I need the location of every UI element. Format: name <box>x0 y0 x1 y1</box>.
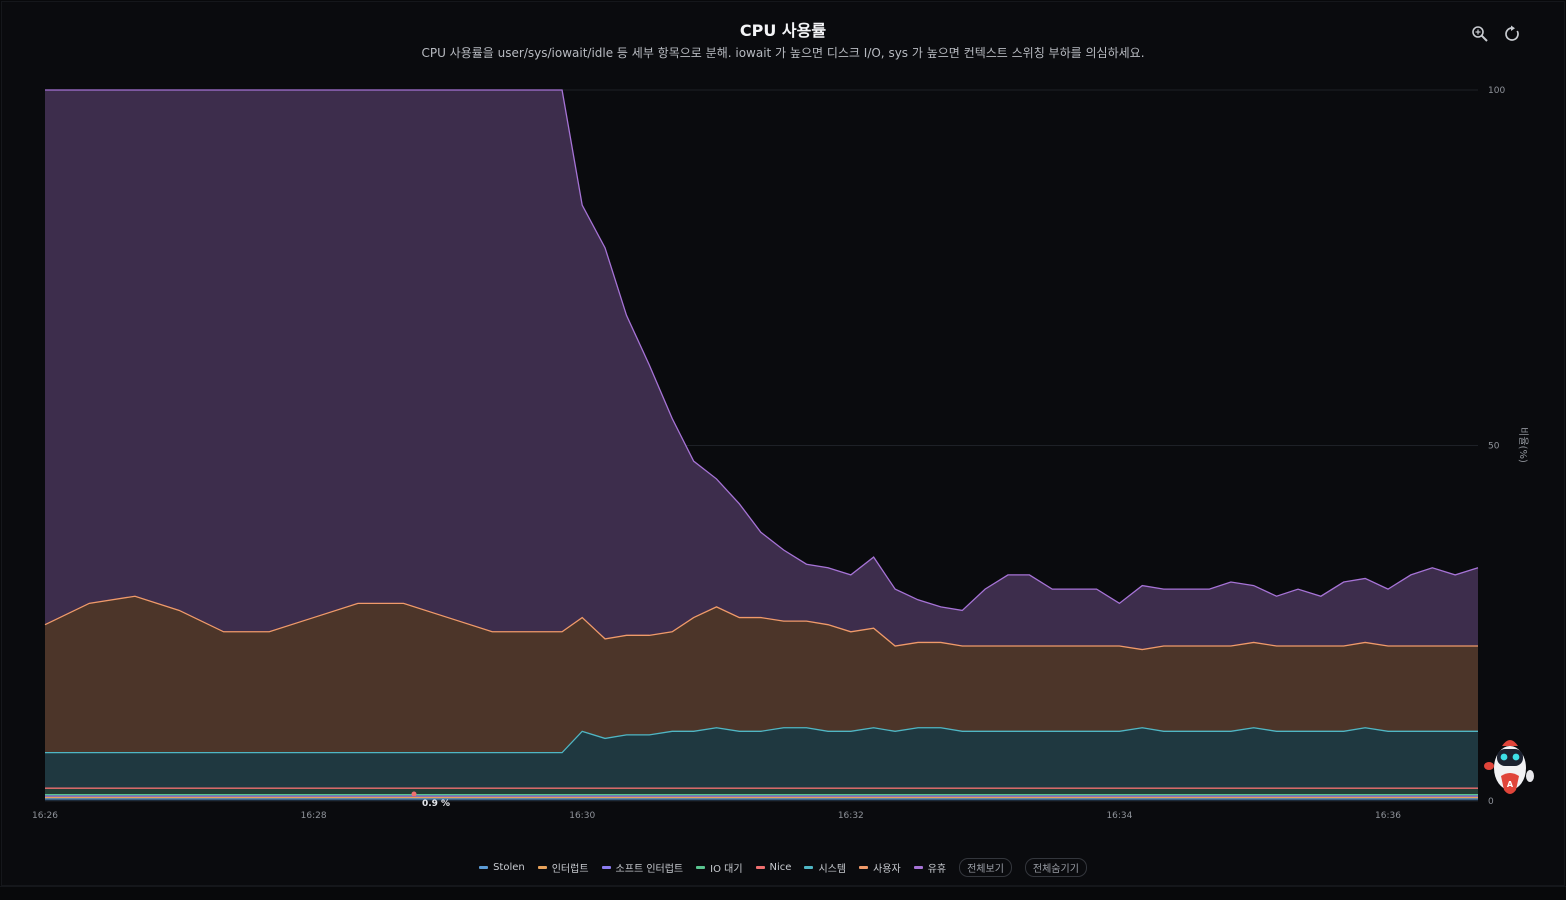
reset-icon[interactable] <box>1503 25 1521 43</box>
legend-label-softirq: 소프트 인터럽트 <box>615 864 684 875</box>
legend-item-softirq[interactable]: 소프트 인터럽트 <box>601 860 684 875</box>
area-4 <box>45 788 1478 795</box>
series-line-5 <box>45 727 1478 754</box>
legend-swatch-stolen <box>479 866 489 869</box>
x-tick-label: 16:30 <box>569 811 595 821</box>
legend-swatch-system <box>804 866 814 869</box>
hover-marker: 0.9 % <box>411 791 450 809</box>
bottom-divider <box>0 886 1566 887</box>
series-line-7 <box>45 89 1479 612</box>
hide-all-button[interactable]: 전체숨기기 <box>1024 858 1087 877</box>
svg-text:A: A <box>1507 780 1514 789</box>
y-tick-label: 0 <box>1488 797 1494 807</box>
legend-item-interrupt[interactable]: 인터럽트 <box>537 860 589 875</box>
y-tick-label: 100 <box>1488 86 1505 96</box>
area-5 <box>45 727 1478 789</box>
y-tick-label: 50 <box>1488 442 1500 452</box>
chart-title: CPU 사용률 <box>739 21 827 40</box>
hover-value-label: 0.9 % <box>422 799 450 809</box>
assistant-mascot-icon[interactable]: A <box>1480 732 1538 804</box>
x-tick-label: 16:36 <box>1375 811 1401 821</box>
legend-swatch-softirq <box>601 866 611 869</box>
legend-label-nice: Nice <box>769 862 792 873</box>
legend-label-stolen: Stolen <box>493 862 525 873</box>
legend-swatch-iowait <box>696 866 706 869</box>
legend-item-idle[interactable]: 유휴 <box>913 860 947 875</box>
show-all-button[interactable]: 전체보기 <box>959 858 1012 877</box>
legend-swatch-idle <box>913 866 923 869</box>
chart-subtitle: CPU 사용률을 user/sys/iowait/idle 등 세부 항목으로 … <box>421 46 1145 60</box>
area-6 <box>45 596 1478 753</box>
legend-label-interrupt: 인터럽트 <box>551 864 589 875</box>
legend-item-user[interactable]: 사용자 <box>859 860 901 875</box>
area-7 <box>45 90 1478 650</box>
series-line-6 <box>44 595 1478 651</box>
legend-label-user: 사용자 <box>873 864 901 875</box>
legend-item-system[interactable]: 시스템 <box>804 860 846 875</box>
x-tick-label: 16:28 <box>301 811 327 821</box>
x-tick-label: 16:34 <box>1106 811 1132 821</box>
series-lines <box>44 89 1479 800</box>
zoom-icon[interactable] <box>1471 25 1489 43</box>
legend-swatch-interrupt <box>537 866 547 869</box>
legend-item-nice[interactable]: Nice <box>755 862 792 873</box>
legend-item-stolen[interactable]: Stolen <box>479 862 525 873</box>
legend-label-idle: 유휴 <box>927 864 947 875</box>
y-axis-label: 비율(%) <box>1517 427 1529 463</box>
x-axis-ticks: 16:26 16:28 16:30 16:32 16:34 16:36 <box>32 811 1401 821</box>
legend-swatch-nice <box>755 866 765 869</box>
legend-label-system: 시스템 <box>818 864 847 875</box>
legend-item-iowait[interactable]: IO 대기 <box>696 860 743 875</box>
legend-swatch-user <box>859 866 869 869</box>
legend-label-iowait: IO 대기 <box>710 864 743 875</box>
x-tick-label: 16:32 <box>838 811 864 821</box>
y-axis-ticks: 0 50 100 <box>1488 86 1505 807</box>
legend: Stolen 인터럽트 소프트 인터럽트 IO 대기 Nice 시스템 사용자 … <box>0 858 1566 877</box>
x-tick-label: 16:26 <box>32 811 58 821</box>
